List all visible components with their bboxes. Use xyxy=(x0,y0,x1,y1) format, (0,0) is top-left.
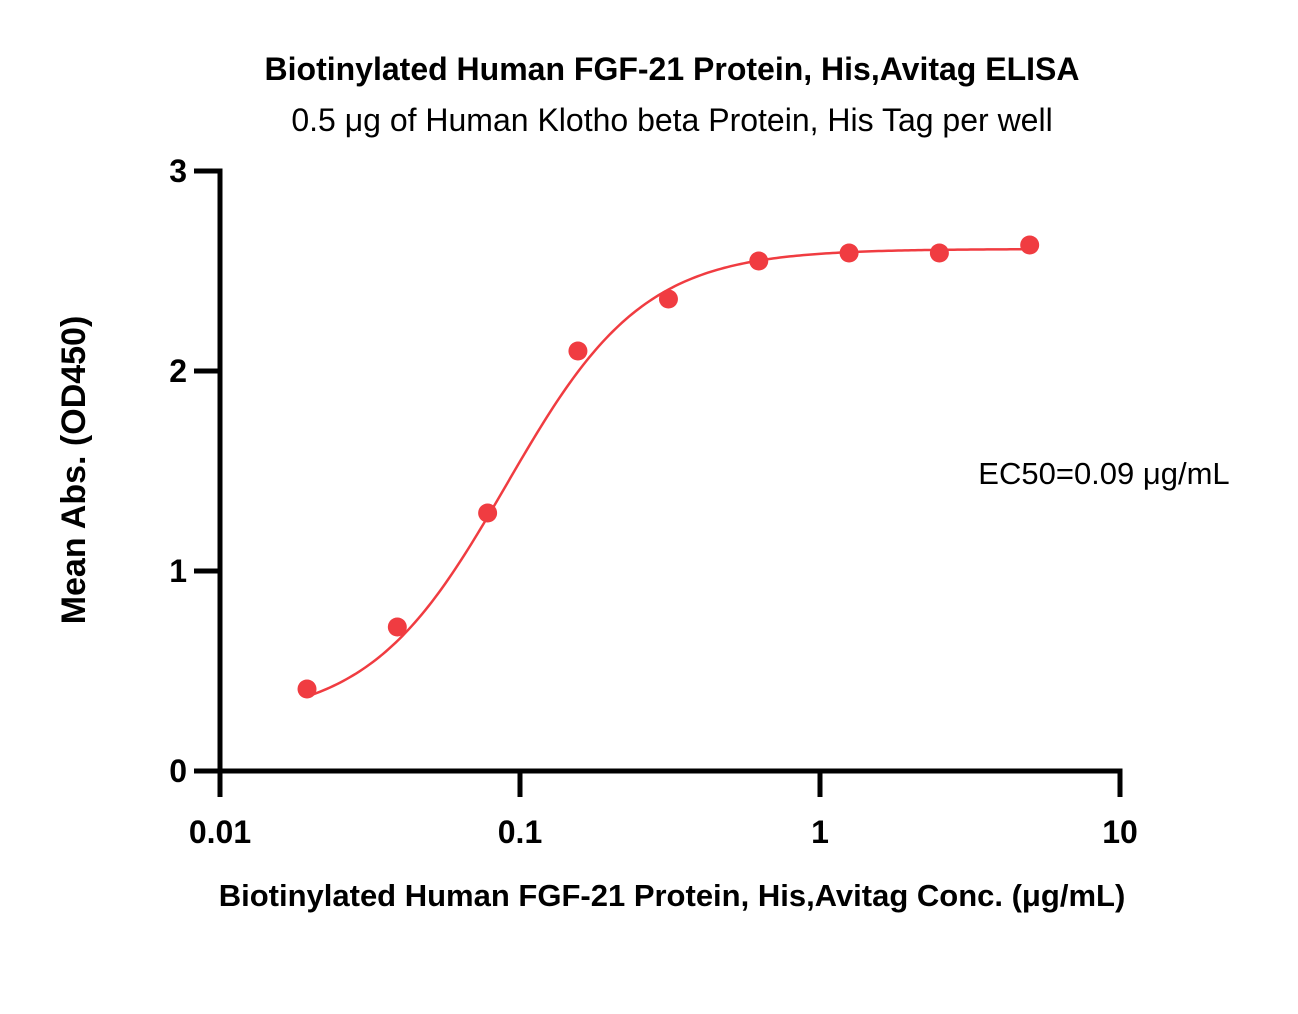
x-ticks: 0.01 0.1 1 10 xyxy=(189,771,1138,850)
x-axis-label: Biotinylated Human FGF-21 Protein, His,A… xyxy=(219,878,1126,913)
data-point xyxy=(658,289,678,309)
data-point xyxy=(1020,235,1040,255)
fit-curve xyxy=(306,247,1030,698)
data-point xyxy=(929,243,949,263)
data-points-layer xyxy=(297,235,1040,699)
x-tick-label: 0.1 xyxy=(498,814,542,850)
x-tick-label: 10 xyxy=(1102,814,1138,850)
y-axis-label: Mean Abs. (OD450) xyxy=(55,316,93,625)
data-point xyxy=(568,341,588,361)
x-tick-label: 0.01 xyxy=(189,814,251,850)
data-point xyxy=(839,243,859,263)
y-tick-label: 1 xyxy=(169,553,187,589)
fit-curve-layer xyxy=(306,247,1030,698)
data-point xyxy=(387,617,407,637)
x-tick-label: 1 xyxy=(811,814,829,850)
chart-title: Biotinylated Human FGF-21 Protein, His,A… xyxy=(265,51,1080,87)
y-tick-label: 0 xyxy=(169,753,187,789)
data-point xyxy=(749,251,769,271)
y-tick-label: 2 xyxy=(169,353,187,389)
y-ticks: 0 1 2 3 xyxy=(169,153,220,789)
ec50-annotation: EC50=0.09 μg/mL xyxy=(978,456,1229,491)
y-tick-label: 3 xyxy=(169,153,187,189)
chart-subtitle: 0.5 μg of Human Klotho beta Protein, His… xyxy=(291,102,1052,138)
axes xyxy=(217,168,1123,774)
data-point xyxy=(297,679,317,699)
data-point xyxy=(478,503,498,523)
